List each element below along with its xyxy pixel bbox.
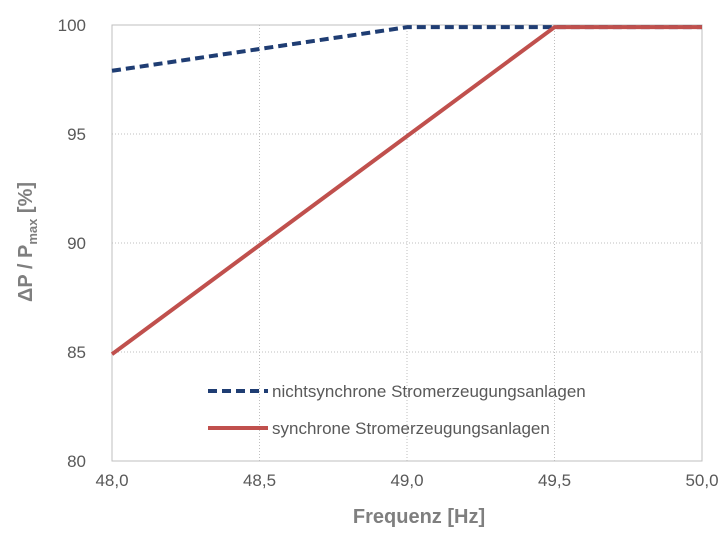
y-tick-label-1: 85 (67, 343, 86, 362)
tick-layer: 48,0 48,5 49,0 49,5 50,0 80 85 90 95 100 (58, 16, 719, 490)
x-tick-label-2: 49,0 (390, 471, 423, 490)
x-tick-label-1: 48,5 (243, 471, 276, 490)
y-tick-label-2: 90 (67, 234, 86, 253)
legend: nichtsynchrone Stromerzeugungsanlagen sy… (208, 382, 586, 438)
y-tick-label-3: 95 (67, 125, 86, 144)
x-tick-label-0: 48,0 (95, 471, 128, 490)
x-tick-label-4: 50,0 (685, 471, 718, 490)
series-line-synchrone (110, 25, 702, 356)
y-axis-title-subscript: max (25, 218, 40, 245)
x-axis-title: Frequenz [Hz] (353, 506, 485, 528)
y-axis-title: ΔP / Pmax [%] (15, 182, 40, 302)
y-tick-label-4: 100 (58, 16, 86, 35)
y-axis-title-prefix: ΔP / P (15, 245, 37, 302)
plot-frame (111, 24, 703, 462)
legend-label-synchrone: synchrone Stromerzeugungsanlagen (272, 419, 550, 438)
x-tick-label-3: 49,5 (538, 471, 571, 490)
series-layer (110, 25, 702, 356)
y-axis-title-suffix: [%] (15, 182, 37, 219)
legend-label-nichtsynchrone: nichtsynchrone Stromerzeugungsanlagen (272, 382, 586, 401)
y-tick-label-0: 80 (67, 452, 86, 471)
